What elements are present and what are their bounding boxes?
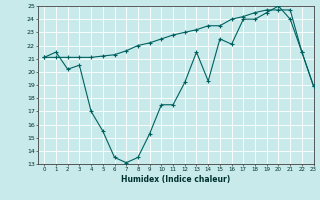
- X-axis label: Humidex (Indice chaleur): Humidex (Indice chaleur): [121, 175, 231, 184]
